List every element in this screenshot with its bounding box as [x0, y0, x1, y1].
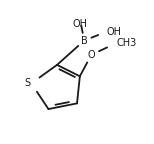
Text: CH3: CH3 — [116, 38, 136, 49]
Text: S: S — [24, 78, 31, 88]
Text: O: O — [87, 50, 95, 60]
Text: OH: OH — [106, 27, 121, 37]
Text: OH: OH — [72, 19, 87, 29]
Text: B: B — [81, 36, 87, 46]
